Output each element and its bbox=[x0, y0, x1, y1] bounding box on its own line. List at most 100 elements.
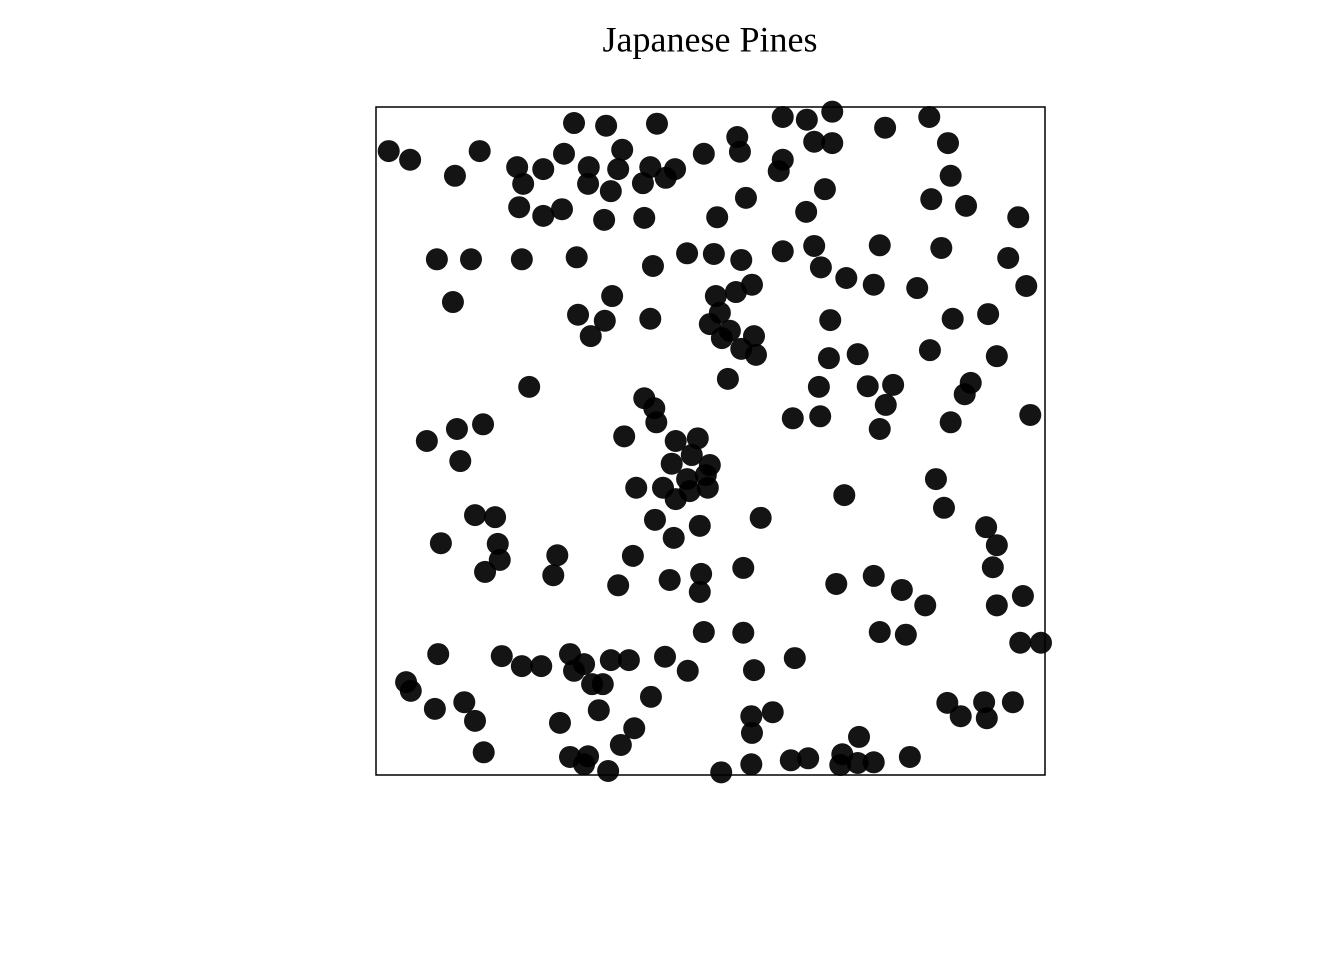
point bbox=[740, 273, 763, 296]
point bbox=[621, 544, 644, 567]
point bbox=[613, 425, 636, 448]
point bbox=[761, 701, 784, 724]
point bbox=[611, 138, 634, 161]
point bbox=[427, 643, 450, 666]
point bbox=[953, 383, 976, 406]
plot-frame bbox=[375, 106, 1046, 776]
point bbox=[542, 564, 565, 587]
point bbox=[803, 130, 826, 153]
point bbox=[821, 132, 844, 155]
point bbox=[975, 516, 998, 539]
point bbox=[932, 496, 955, 519]
point bbox=[795, 108, 818, 131]
point bbox=[449, 450, 472, 473]
point bbox=[567, 303, 590, 326]
point bbox=[654, 645, 677, 668]
point bbox=[825, 572, 848, 595]
point bbox=[550, 198, 573, 221]
point bbox=[749, 506, 772, 529]
point bbox=[607, 574, 630, 597]
point bbox=[1009, 631, 1032, 654]
point bbox=[767, 160, 790, 183]
point bbox=[862, 273, 885, 296]
point bbox=[862, 751, 885, 774]
point bbox=[920, 188, 943, 211]
point bbox=[441, 291, 464, 314]
point bbox=[599, 649, 622, 672]
point bbox=[377, 140, 400, 163]
point bbox=[744, 343, 767, 366]
point bbox=[546, 544, 569, 567]
point bbox=[664, 488, 687, 511]
point bbox=[1015, 275, 1038, 298]
point bbox=[1001, 691, 1024, 714]
point bbox=[579, 325, 602, 348]
point bbox=[464, 504, 487, 527]
point bbox=[488, 548, 511, 571]
point bbox=[918, 339, 941, 362]
point bbox=[468, 140, 491, 163]
point bbox=[532, 158, 555, 181]
point bbox=[676, 242, 699, 265]
point bbox=[856, 375, 879, 398]
point bbox=[662, 526, 685, 549]
point bbox=[512, 172, 535, 195]
point bbox=[732, 556, 755, 579]
point bbox=[779, 749, 802, 772]
point bbox=[510, 655, 533, 678]
point bbox=[453, 691, 476, 714]
point bbox=[1011, 584, 1034, 607]
point bbox=[1019, 403, 1042, 426]
point bbox=[490, 645, 513, 668]
point bbox=[443, 164, 466, 187]
point bbox=[868, 621, 891, 644]
point bbox=[609, 733, 632, 756]
point bbox=[577, 156, 600, 179]
point bbox=[924, 468, 947, 491]
point bbox=[658, 568, 681, 591]
point bbox=[633, 206, 656, 229]
point bbox=[716, 367, 739, 390]
point bbox=[639, 307, 662, 330]
point bbox=[985, 594, 1008, 617]
point bbox=[783, 647, 806, 670]
point bbox=[771, 106, 794, 129]
point bbox=[645, 112, 668, 135]
point bbox=[977, 303, 1000, 326]
point bbox=[848, 725, 871, 748]
point bbox=[941, 307, 964, 330]
point bbox=[686, 427, 709, 450]
point bbox=[484, 506, 507, 529]
point bbox=[862, 564, 885, 587]
point bbox=[510, 248, 533, 271]
point bbox=[641, 254, 664, 277]
point bbox=[939, 411, 962, 434]
point bbox=[654, 166, 677, 189]
point bbox=[692, 621, 715, 644]
point bbox=[530, 655, 553, 678]
point bbox=[565, 246, 588, 269]
point bbox=[506, 156, 529, 179]
point bbox=[688, 514, 711, 537]
point bbox=[906, 277, 929, 300]
point bbox=[918, 106, 941, 129]
point bbox=[803, 234, 826, 257]
point bbox=[459, 248, 482, 271]
point bbox=[664, 430, 687, 452]
point bbox=[676, 659, 699, 682]
point bbox=[868, 234, 891, 257]
point bbox=[423, 697, 446, 720]
point bbox=[552, 142, 575, 165]
point bbox=[625, 476, 648, 499]
point bbox=[706, 206, 729, 229]
point bbox=[690, 562, 713, 585]
point bbox=[587, 699, 610, 722]
point bbox=[595, 114, 618, 137]
point bbox=[617, 649, 640, 672]
point bbox=[639, 685, 662, 708]
point bbox=[518, 375, 541, 398]
point bbox=[730, 248, 753, 271]
point bbox=[882, 373, 905, 396]
point bbox=[591, 673, 614, 696]
point bbox=[732, 621, 755, 644]
